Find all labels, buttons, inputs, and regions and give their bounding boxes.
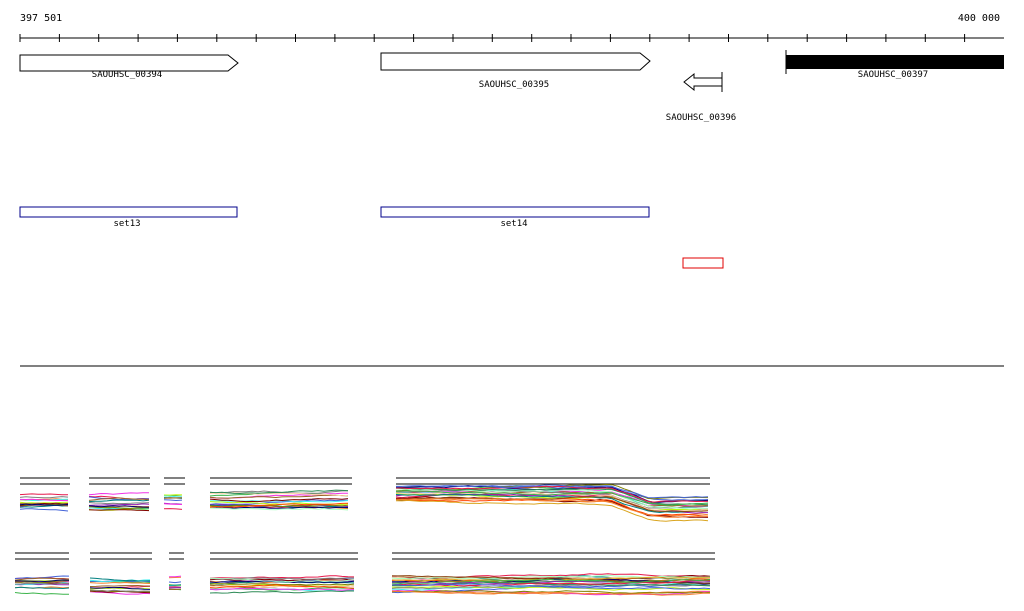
expression-trace bbox=[209, 502, 349, 508]
expression-trace bbox=[209, 494, 349, 499]
expression-trace bbox=[392, 578, 711, 585]
ruler-start-label: 397 501 bbox=[20, 13, 63, 24]
expression-trace bbox=[15, 579, 70, 583]
expression-trace bbox=[88, 503, 150, 506]
set-label-set13: set13 bbox=[113, 219, 141, 229]
expression-trace bbox=[163, 503, 183, 505]
expression-trace bbox=[14, 592, 69, 595]
set-set13[interactable] bbox=[19, 206, 238, 218]
expression-trace bbox=[19, 498, 69, 502]
expression-trace bbox=[395, 496, 709, 513]
expression-trace bbox=[209, 577, 355, 583]
expression-trace bbox=[89, 584, 150, 587]
expression-trace bbox=[209, 499, 349, 505]
gene-SAOUHSC_00396[interactable] bbox=[683, 72, 723, 92]
expression-trace bbox=[391, 584, 711, 590]
set-set14[interactable] bbox=[380, 206, 650, 218]
expression-trace bbox=[395, 499, 709, 522]
expression-trace bbox=[396, 484, 709, 499]
expression-trace bbox=[391, 579, 711, 587]
expression-trace bbox=[88, 492, 150, 496]
ruler-end-label: 400 000 bbox=[957, 13, 1000, 24]
expression-trace bbox=[163, 497, 183, 499]
set-highlight-red[interactable] bbox=[682, 257, 724, 269]
expression-trace bbox=[14, 575, 70, 579]
expression-traces bbox=[14, 477, 715, 596]
position-ruler bbox=[19, 34, 1004, 42]
expression-trace bbox=[209, 587, 355, 591]
expression-trace bbox=[88, 499, 150, 503]
expression-trace bbox=[209, 590, 355, 594]
expression-trace bbox=[168, 581, 182, 584]
gene-label-SAOUHSC_00394: SAOUHSC_00394 bbox=[91, 70, 163, 80]
expression-trace bbox=[395, 497, 709, 518]
expression-trace bbox=[169, 575, 182, 578]
expression-trace bbox=[163, 495, 182, 498]
expression-trace bbox=[14, 577, 70, 581]
gene-SAOUHSC_00397[interactable] bbox=[785, 50, 1004, 74]
expression-trace bbox=[89, 586, 151, 590]
expression-trace bbox=[163, 508, 183, 510]
expression-trace bbox=[89, 579, 151, 583]
expression-trace bbox=[19, 501, 69, 504]
gene-label-SAOUHSC_00396: SAOUHSC_00396 bbox=[665, 113, 737, 123]
expression-trace bbox=[395, 487, 709, 506]
expression-trace bbox=[14, 580, 70, 583]
gene-label-SAOUHSC_00397: SAOUHSC_00397 bbox=[857, 70, 929, 80]
expression-trace bbox=[19, 493, 69, 496]
gene-label-SAOUHSC_00395: SAOUHSC_00395 bbox=[478, 80, 550, 90]
expression-trace bbox=[19, 496, 69, 499]
expression-trace bbox=[209, 489, 349, 495]
expression-trace bbox=[395, 489, 709, 509]
expression-trace bbox=[209, 507, 349, 511]
gene-SAOUHSC_00395[interactable] bbox=[380, 52, 651, 71]
expression-trace bbox=[14, 582, 70, 585]
expression-trace bbox=[163, 499, 183, 502]
expression-trace bbox=[89, 577, 151, 582]
expression-trace bbox=[209, 577, 355, 580]
expression-trace bbox=[89, 589, 151, 592]
expression-trace bbox=[88, 505, 150, 510]
expression-trace bbox=[19, 508, 69, 512]
set-label-set14: set14 bbox=[500, 219, 528, 229]
expression-trace bbox=[209, 578, 355, 582]
expression-trace bbox=[168, 588, 182, 591]
expression-trace bbox=[89, 581, 151, 584]
expression-trace bbox=[88, 509, 150, 512]
expression-trace bbox=[209, 504, 349, 508]
expression-trace bbox=[209, 585, 355, 588]
expression-trace bbox=[88, 497, 150, 501]
expression-trace bbox=[19, 503, 69, 506]
expression-trace bbox=[391, 575, 711, 584]
expression-trace bbox=[168, 587, 182, 589]
expression-trace bbox=[395, 485, 708, 503]
expression-trace bbox=[14, 586, 70, 590]
expression-trace bbox=[209, 506, 348, 510]
expression-trace bbox=[395, 493, 709, 514]
expression-trace bbox=[209, 498, 349, 503]
expression-trace bbox=[391, 590, 711, 596]
expression-trace bbox=[19, 504, 69, 508]
expression-trace bbox=[395, 490, 709, 506]
expression-trace bbox=[88, 505, 150, 508]
expression-trace bbox=[209, 500, 349, 503]
expression-trace bbox=[391, 583, 711, 590]
expression-trace bbox=[89, 591, 151, 595]
expression-trace bbox=[391, 585, 711, 591]
expression-trace bbox=[209, 583, 355, 586]
gene-SAOUHSC_00394[interactable] bbox=[19, 54, 239, 72]
expression-trace bbox=[209, 584, 355, 589]
expression-trace bbox=[88, 502, 150, 505]
